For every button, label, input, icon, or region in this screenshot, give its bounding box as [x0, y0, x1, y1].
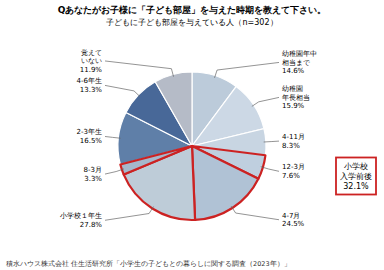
category-label-line: 4-7月 [282, 212, 300, 220]
data-label: 8.3% [282, 142, 300, 150]
category-label: 4-11月 [282, 133, 305, 141]
pie [118, 72, 266, 220]
leader-line [261, 167, 279, 172]
category-label: 幼稚園年中相当まで [282, 50, 317, 67]
data-label: 14.6% [282, 67, 305, 75]
category-label: 小学校１年生 [60, 212, 102, 220]
category-label-line: 覚えて [81, 49, 102, 57]
chart: Qあなたがお子様に「子ども部屋」を与えた時期を教えて下さい。子どもに子ども部屋を… [0, 0, 384, 270]
category-label: 12-3月 [282, 163, 305, 171]
leader-line [105, 169, 124, 174]
category-label-line: いない [81, 57, 102, 65]
highlight-annotation: 小学校入学前後32.1% [336, 158, 376, 195]
category-label: 幼稚園年長相当 [282, 85, 310, 102]
data-label: 3.3% [84, 175, 102, 183]
category-label-line: 4-11月 [282, 133, 305, 141]
data-label: 16.5% [80, 137, 103, 145]
category-label-line: 8-3月 [84, 166, 102, 174]
data-label: 7.6% [282, 172, 300, 180]
annotation-line: 小学校 [344, 162, 368, 171]
leader-line [252, 97, 279, 106]
leader-line [105, 136, 121, 138]
category-label-line: 12-3月 [282, 163, 305, 171]
leader-line [105, 207, 153, 221]
data-label: 27.8% [80, 221, 103, 229]
data-label: 15.9% [282, 102, 305, 110]
category-label-line: 相当まで [282, 59, 311, 67]
pie-slice [192, 146, 258, 220]
category-label: 4-7月 [282, 212, 300, 220]
pie-slice [120, 146, 192, 175]
category-label: 2-3年生 [77, 128, 102, 136]
leader-line [231, 206, 279, 220]
leader-line [264, 141, 279, 143]
category-label-line: 年長相当 [282, 94, 310, 102]
title: Qあなたがお子様に「子ども部屋」を与えた時期を教えて下さい。 [58, 5, 327, 15]
leader-line [215, 62, 279, 77]
footer: 積水ハウス株式会社 住生活研究所「小学生の子どもとの暮らしに関する調査（2023… [6, 260, 291, 268]
labels: 幼稚園年中相当まで14.6% 幼稚園年長相当15.9% 4-11月8.3% 12-3月… [60, 49, 317, 229]
category-label-line: 小学校１年生 [60, 212, 102, 220]
category-label: 覚えていない [81, 49, 102, 66]
category-label-line: 幼稚園 [282, 85, 303, 93]
category-label: 8-3月 [84, 166, 102, 174]
category-label-line: 4-6年生 [77, 77, 102, 85]
leader-line [105, 61, 174, 77]
pie-slice [155, 72, 192, 146]
subtitle: 子どもに子ども部屋を与えている人（n=302） [106, 18, 277, 27]
annotation: 小学校入学前後32.1% [340, 162, 372, 191]
data-label: 11.9% [80, 66, 103, 74]
category-label-line: 2-3年生 [77, 128, 102, 136]
annotation-line: 入学前後 [340, 172, 372, 181]
highlight-box [336, 158, 376, 195]
category-label-line: 幼稚園年中 [282, 50, 317, 58]
annotation-line: 32.1% [343, 182, 369, 191]
chart-root: Qあなたがお子様に「子ども部屋」を与えた時期を教えて下さい。子どもに子ども部屋を… [0, 0, 384, 270]
data-label: 13.3% [80, 86, 103, 94]
category-label: 4-6年生 [77, 77, 102, 85]
data-label: 24.5% [282, 220, 305, 228]
leader-line [105, 85, 140, 96]
